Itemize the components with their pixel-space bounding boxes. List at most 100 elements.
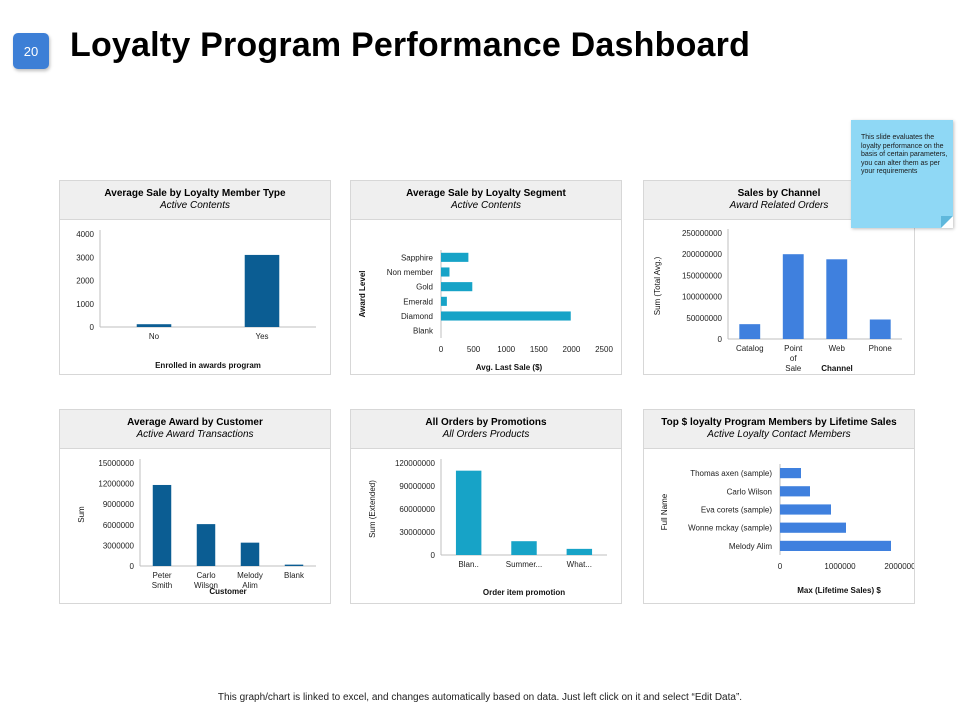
chart-header: Average Award by Customer Active Award T… xyxy=(59,409,331,449)
y-tick-label: 1000 xyxy=(76,300,94,309)
x-axis-title: Enrolled in awards program xyxy=(155,361,261,370)
x-axis-title: Customer xyxy=(209,587,246,596)
bar xyxy=(240,542,260,566)
note-text: This slide evaluates the loyalty perform… xyxy=(861,134,948,175)
member-type-chart[interactable]: 0 1000 2000 3000 4000 No Yes Enrolled in awards… xyxy=(60,220,330,375)
x-tick-label: What... xyxy=(567,560,592,569)
x-tick-label: Melody xyxy=(237,571,263,580)
promotions-chart[interactable]: 0 30000000 60000000 90000000 120000000 Blan..… xyxy=(351,449,621,604)
chart-panel-award-customer[interactable]: Average Award by Customer Active Award T… xyxy=(59,409,331,604)
chart-title: Average Sale by Loyalty Segment xyxy=(406,188,566,199)
top-members-chart[interactable]: Thomas axen (sample) Carlo Wilson Eva core… xyxy=(644,449,914,604)
y-tick-label: Carlo Wilson xyxy=(727,487,772,496)
chart-header: All Orders by Promotions All Orders Prod… xyxy=(350,409,622,449)
x-tick-label: 1500 xyxy=(530,345,548,354)
x-tick-label: 1000000 xyxy=(824,562,856,571)
chart-subtitle: Active Award Transactions xyxy=(136,429,254,440)
y-tick-label: 15000000 xyxy=(98,459,134,468)
y-axis-title: Full Name xyxy=(660,493,669,530)
y-tick-label: 4000 xyxy=(76,230,94,239)
x-tick-label: Yes xyxy=(255,332,268,341)
bar xyxy=(441,267,450,277)
x-tick-label: Wilson xyxy=(194,581,218,590)
y-tick-label: Non member xyxy=(387,268,434,277)
bar xyxy=(441,252,469,262)
bar xyxy=(739,324,761,339)
bar xyxy=(780,504,831,515)
chart-title: Top $ loyalty Program Members by Lifetim… xyxy=(661,417,897,428)
x-tick-label: Point xyxy=(784,344,803,353)
bar xyxy=(455,470,482,555)
chart-title: Average Award by Customer xyxy=(127,417,263,428)
page-title: Loyalty Program Performance Dashboard xyxy=(70,26,751,64)
x-tick-label: Peter xyxy=(152,571,171,580)
bar xyxy=(566,548,593,555)
y-tick-label: Gold xyxy=(416,283,433,292)
bar xyxy=(152,484,172,566)
x-tick-label: 0 xyxy=(778,562,783,571)
chart-title: All Orders by Promotions xyxy=(425,417,547,428)
chart-panel-loyalty-segment[interactable]: Average Sale by Loyalty Segment Active C… xyxy=(350,180,622,375)
chart-subtitle: Active Loyalty Contact Members xyxy=(707,429,851,440)
y-tick-label: 250000000 xyxy=(682,229,723,238)
y-tick-label: Diamond xyxy=(401,312,433,321)
loyalty-segment-chart[interactable]: Sapphire Non member Gold Emerald Diamond Blan… xyxy=(351,220,621,375)
sticky-note: This slide evaluates the loyalty perform… xyxy=(851,120,953,228)
x-tick-label: Web xyxy=(829,344,846,353)
y-tick-label: Emerald xyxy=(403,297,433,306)
bar xyxy=(826,259,848,339)
y-tick-label: 0 xyxy=(718,335,723,344)
x-tick-label: 2000 xyxy=(563,345,581,354)
y-tick-label: 3000 xyxy=(76,253,94,262)
chart-subtitle: Award Related Orders xyxy=(729,200,829,211)
x-tick-label: 0 xyxy=(439,345,444,354)
y-tick-label: 0 xyxy=(130,562,135,571)
y-tick-label: 2000 xyxy=(76,277,94,286)
bar xyxy=(780,540,891,551)
chart-panel-top-members[interactable]: Top $ loyalty Program Members by Lifetim… xyxy=(643,409,915,604)
chart-title: Average Sale by Loyalty Member Type xyxy=(104,188,286,199)
y-tick-label: 30000000 xyxy=(399,528,435,537)
x-tick-label: Smith xyxy=(152,581,172,590)
bar xyxy=(441,282,473,292)
x-axis-title: Max (Lifetime Sales) $ xyxy=(797,586,881,595)
page-number-badge: 20 xyxy=(13,33,49,69)
y-tick-label: Wonne mckay (sample) xyxy=(688,524,772,533)
sales-channel-chart[interactable]: 0 50000000 100000000 150000000 200000000 2500… xyxy=(644,220,914,375)
bar xyxy=(780,468,801,479)
bar xyxy=(136,324,172,327)
bar xyxy=(780,486,810,497)
bar xyxy=(782,254,804,339)
y-tick-label: Thomas axen (sample) xyxy=(690,469,772,478)
y-tick-label: 0 xyxy=(431,551,436,560)
x-axis-title: Order item promotion xyxy=(483,588,565,597)
y-tick-label: 200000000 xyxy=(682,250,723,259)
award-customer-chart[interactable]: 0 3000000 6000000 9000000 12000000 15000000 Pe… xyxy=(60,449,330,604)
bar xyxy=(441,296,447,306)
chart-panel-member-type[interactable]: Average Sale by Loyalty Member Type Acti… xyxy=(59,180,331,375)
bar xyxy=(441,311,571,321)
y-tick-label: 12000000 xyxy=(98,480,134,489)
y-axis-title: Sum (Total Avg.) xyxy=(653,256,662,315)
x-tick-label: 2500 xyxy=(595,345,613,354)
x-tick-label: Carlo xyxy=(196,571,216,580)
x-tick-label: 1000 xyxy=(497,345,515,354)
chart-header: Top $ loyalty Program Members by Lifetim… xyxy=(643,409,915,449)
y-tick-label: 3000000 xyxy=(103,541,135,550)
y-tick-label: 150000000 xyxy=(682,271,723,280)
y-tick-label: 100000000 xyxy=(682,293,723,302)
y-axis-title: Sum xyxy=(77,506,86,523)
chart-header: Average Sale by Loyalty Segment Active C… xyxy=(350,180,622,220)
y-tick-label: Sapphire xyxy=(401,253,434,262)
y-tick-label: 90000000 xyxy=(399,482,435,491)
bar xyxy=(284,564,304,566)
y-tick-label: Melody Alim xyxy=(729,542,772,551)
x-tick-label: 500 xyxy=(467,345,481,354)
chart-panel-promotions[interactable]: All Orders by Promotions All Orders Prod… xyxy=(350,409,622,604)
y-tick-label: 60000000 xyxy=(399,505,435,514)
x-tick-label: Alim xyxy=(242,581,258,590)
bar xyxy=(244,254,280,327)
bar xyxy=(780,522,846,533)
y-tick-label: 120000000 xyxy=(395,459,436,468)
y-tick-label: 0 xyxy=(90,323,95,332)
